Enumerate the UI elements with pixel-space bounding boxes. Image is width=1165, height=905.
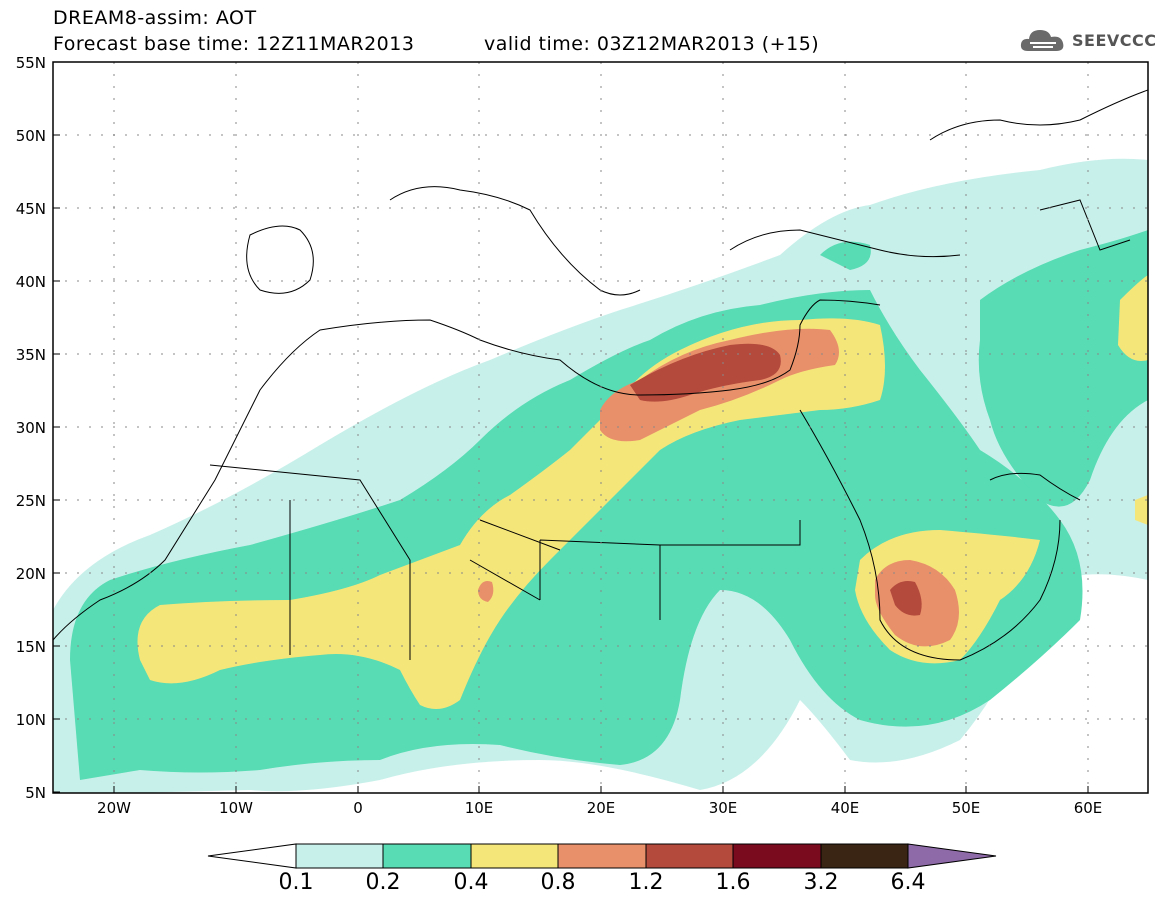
colorbar-label: 3.2 — [803, 870, 839, 895]
lon-label: 40E — [831, 799, 860, 817]
colorbar-segment — [382, 843, 472, 869]
lat-label: 25N — [16, 492, 46, 510]
lat-label: 30N — [16, 419, 46, 437]
colorbar-segment — [645, 843, 734, 869]
lon-label: 30E — [709, 799, 738, 817]
colorbar-label: 1.2 — [628, 870, 664, 895]
colorbar-segment — [732, 843, 822, 869]
colorbar-segment — [907, 843, 997, 869]
colorbar-label: 6.4 — [890, 870, 926, 895]
latitude-labels: 55N 50N 45N 40N 35N 30N 25N 20N 15N 10N … — [16, 54, 46, 802]
lon-label: 50E — [952, 799, 981, 817]
map-title: DREAM8-assim: AOT — [53, 7, 257, 29]
lat-label: 5N — [25, 784, 46, 802]
lon-label: 10W — [219, 799, 253, 817]
colorbar-label: 1.6 — [715, 870, 751, 895]
lon-label: 0 — [353, 799, 363, 817]
colorbar-segment — [295, 843, 384, 869]
colorbar — [207, 843, 997, 869]
coastlines — [53, 89, 1148, 661]
cloud-icon — [1020, 30, 1064, 51]
colorbar-label: 0.2 — [365, 870, 401, 895]
lat-label: 50N — [16, 127, 46, 145]
lat-label: 45N — [16, 200, 46, 218]
lat-label: 40N — [16, 273, 46, 291]
lon-label: 60E — [1074, 799, 1103, 817]
colorbar-segment — [207, 843, 297, 869]
colorbar-segment — [470, 843, 559, 869]
colorbar-label: 0.4 — [453, 870, 489, 895]
longitude-labels: 20W 10W 0 10E 20E 30E 40E 50E 60E — [97, 799, 1102, 817]
aot-level-0.2 — [70, 230, 1148, 780]
colorbar-label: 0.1 — [278, 870, 314, 895]
axis-ticks — [53, 61, 1089, 793]
lat-label: 10N — [16, 711, 46, 729]
valid-time: valid time: 03Z12MAR2013 (+15) — [484, 33, 820, 55]
colorbar-segment — [557, 843, 647, 869]
lat-label: 20N — [16, 565, 46, 583]
lon-label: 20E — [587, 799, 616, 817]
forecast-base-time: Forecast base time: 12Z11MAR2013 — [53, 33, 415, 55]
logo-text: SEEVCCC — [1072, 30, 1157, 50]
aot-level-1.2 — [630, 343, 922, 616]
lon-label: 10E — [465, 799, 494, 817]
colorbar-label: 0.8 — [540, 870, 576, 895]
gridlines — [53, 62, 1148, 793]
colorbar-segment — [820, 843, 909, 869]
aot-contours — [53, 158, 1148, 793]
lon-label: 20W — [97, 799, 131, 817]
lat-label: 15N — [16, 638, 46, 656]
lat-label: 55N — [16, 54, 46, 72]
seevccc-logo: SEEVCCC — [1018, 24, 1157, 56]
lat-label: 35N — [16, 346, 46, 364]
